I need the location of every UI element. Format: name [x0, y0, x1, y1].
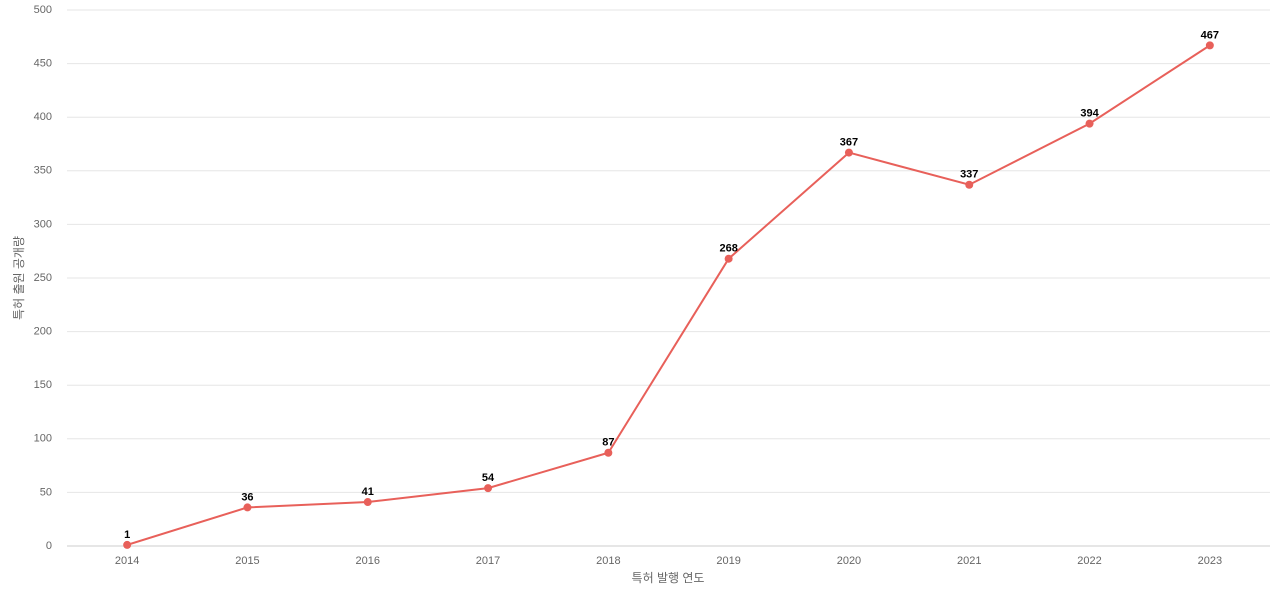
y-tick-label: 100 — [34, 433, 52, 445]
point — [965, 180, 974, 189]
point — [243, 503, 252, 512]
point — [724, 254, 733, 263]
x-axis-label: 특허 발행 연도 — [632, 570, 705, 585]
value-label: 1 — [124, 529, 130, 541]
point — [844, 148, 853, 157]
value-label: 337 — [960, 169, 978, 181]
x-tick-label: 2017 — [476, 555, 500, 567]
x-tick-label: 2023 — [1198, 555, 1222, 567]
x-tick-label: 2019 — [716, 555, 740, 567]
y-tick-label: 400 — [34, 111, 52, 123]
x-tick-label: 2015 — [235, 555, 259, 567]
y-tick-label: 50 — [40, 486, 52, 498]
value-label: 54 — [482, 472, 495, 484]
value-label: 467 — [1201, 29, 1219, 41]
point — [363, 498, 372, 507]
y-axis-label: 특허 출원 공개량 — [12, 236, 26, 320]
value-label: 87 — [602, 437, 614, 449]
x-tick-label: 2014 — [115, 555, 139, 567]
value-label: 268 — [719, 243, 737, 255]
point — [1085, 119, 1094, 128]
y-tick-label: 500 — [34, 4, 52, 16]
value-label: 41 — [362, 486, 374, 498]
y-tick-label: 450 — [34, 58, 52, 70]
point — [123, 540, 132, 549]
y-tick-label: 0 — [46, 540, 52, 552]
y-tick-label: 200 — [34, 326, 52, 338]
value-label: 394 — [1080, 108, 1099, 120]
y-tick-label: 250 — [34, 272, 52, 284]
point — [1205, 41, 1214, 50]
y-tick-label: 150 — [34, 379, 52, 391]
x-tick-label: 2021 — [957, 555, 981, 567]
line — [126, 44, 1211, 546]
x-tick-label: 2022 — [1077, 555, 1101, 567]
x-tick-label: 2020 — [837, 555, 861, 567]
value-label: 36 — [241, 491, 253, 503]
point — [484, 484, 493, 493]
point — [604, 448, 613, 457]
value-label: 367 — [840, 136, 858, 148]
x-tick-label: 2018 — [596, 555, 620, 567]
x-tick-label: 2016 — [356, 555, 380, 567]
y-tick-label: 350 — [34, 165, 52, 177]
y-tick-label: 300 — [34, 218, 52, 230]
